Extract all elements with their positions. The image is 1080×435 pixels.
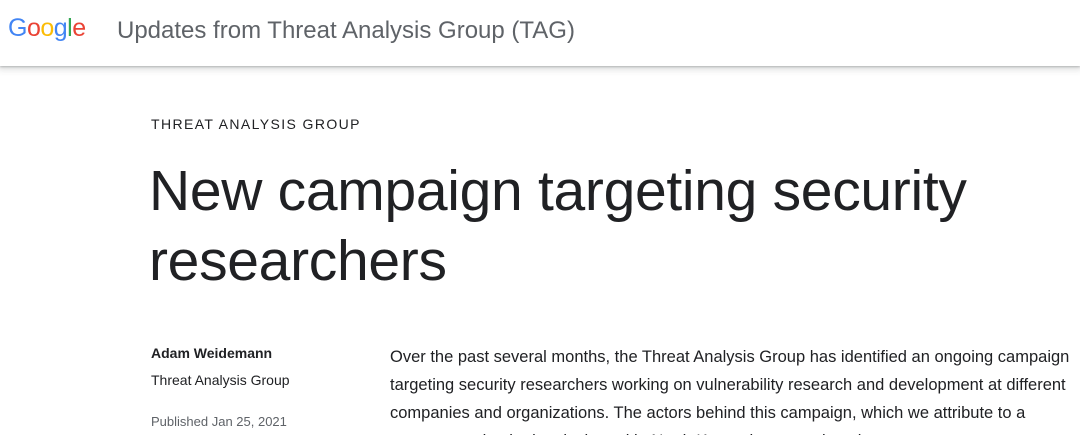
published-date: Published Jan 25, 2021 (151, 414, 287, 429)
author-name: Adam Weidemann (151, 345, 273, 361)
article-body: Over the past several months, the Threat… (390, 348, 1070, 435)
site-header: G o o g l e Updates from Threat Analysis… (0, 0, 1080, 66)
article-title: New campaign targeting security research… (149, 159, 967, 293)
article-category[interactable]: THREAT ANALYSIS GROUP (151, 116, 361, 132)
logo-letter: o (40, 14, 54, 42)
logo-letter: o (26, 14, 41, 42)
article: THREAT ANALYSIS GROUP New campaign targe… (0, 66, 1080, 435)
site-title[interactable]: Updates from Threat Analysis Group (TAG) (117, 17, 575, 44)
google-logo[interactable]: G o o g l e (8, 13, 86, 43)
author-org: Threat Analysis Group (151, 372, 290, 388)
logo-letter: l (67, 14, 73, 42)
logo-letter: e (72, 14, 86, 42)
logo-letter: G (8, 14, 27, 42)
logo-letter: g (53, 14, 68, 42)
